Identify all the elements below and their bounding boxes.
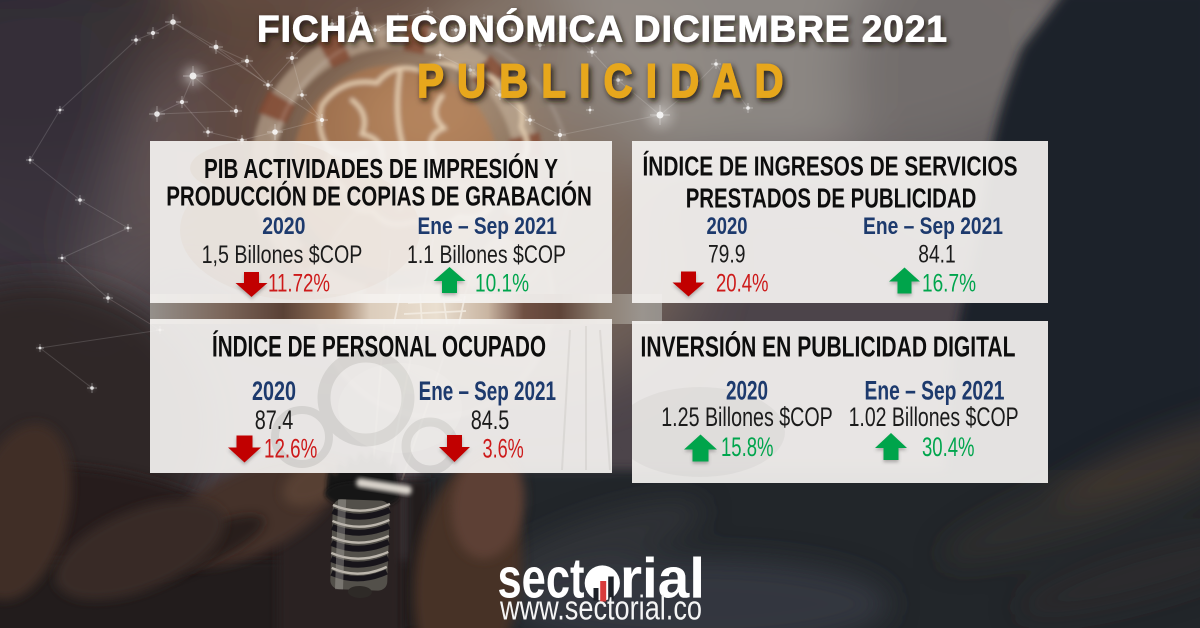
svg-text:1.02 Billones $COP: 1.02 Billones $COP [849,402,1019,432]
svg-text:10.1%: 10.1% [475,270,529,298]
svg-text:20.4%: 20.4% [716,270,769,298]
svg-text:2020: 2020 [726,376,768,406]
svg-text:Ene – Sep 2021: Ene – Sep 2021 [865,376,1005,406]
svg-text:FICHA ECONÓMICA DICIEMBRE 2021: FICHA ECONÓMICA DICIEMBRE 2021 [257,8,947,50]
svg-text:PRESTADOS DE PUBLICIDAD: PRESTADOS DE PUBLICIDAD [686,183,977,214]
svg-text:2020: 2020 [707,213,748,240]
svg-text:1,5 Billones $COP: 1,5 Billones $COP [202,241,363,269]
svg-text:sect: sect [498,547,585,611]
svg-text:11.72%: 11.72% [268,270,330,298]
svg-text:3.6%: 3.6% [483,434,524,464]
svg-text:Ene – Sep 2021: Ene – Sep 2021 [419,376,556,406]
svg-text:1.1 Billones $COP: 1.1 Billones $COP [407,241,566,269]
svg-text:79.9: 79.9 [708,240,746,268]
svg-text:87.4: 87.4 [255,405,294,435]
svg-text:12.6%: 12.6% [264,434,317,464]
svg-text:Ene – Sep 2021: Ene – Sep 2021 [863,213,1003,240]
svg-text:ÍNDICE DE PERSONAL OCUPADO: ÍNDICE DE PERSONAL OCUPADO [212,330,546,364]
svg-text:1.25 Billones $COP: 1.25 Billones $COP [661,402,833,432]
svg-text:84.1: 84.1 [918,240,956,268]
svg-text:www.sectorial.co: www.sectorial.co [499,590,702,628]
svg-text:84.5: 84.5 [471,405,510,435]
svg-text:16.7%: 16.7% [922,270,976,298]
svg-text:PUBLICIDAD: PUBLICIDAD [417,55,797,108]
svg-text:15.8%: 15.8% [721,432,774,462]
svg-text:PRODUCCIÓN DE COPIAS DE GRABAC: PRODUCCIÓN DE COPIAS DE GRABACIÓN [166,180,592,211]
svg-text:Ene – Sep 2021: Ene – Sep 2021 [418,213,557,240]
svg-text:ÍNDICE DE INGRESOS DE SERVICIO: ÍNDICE DE INGRESOS DE SERVICIOS [643,151,1018,182]
svg-text:rial: rial [620,547,705,611]
svg-text:2020: 2020 [252,376,296,406]
svg-text:PIB ACTIVIDADES DE IMPRESIÓN Y: PIB ACTIVIDADES DE IMPRESIÓN Y [204,153,558,184]
svg-text:INVERSIÓN EN PUBLICIDAD DIGITA: INVERSIÓN EN PUBLICIDAD DIGITAL [641,329,1016,363]
svg-text:2020: 2020 [262,213,305,240]
svg-text:30.4%: 30.4% [922,432,975,462]
